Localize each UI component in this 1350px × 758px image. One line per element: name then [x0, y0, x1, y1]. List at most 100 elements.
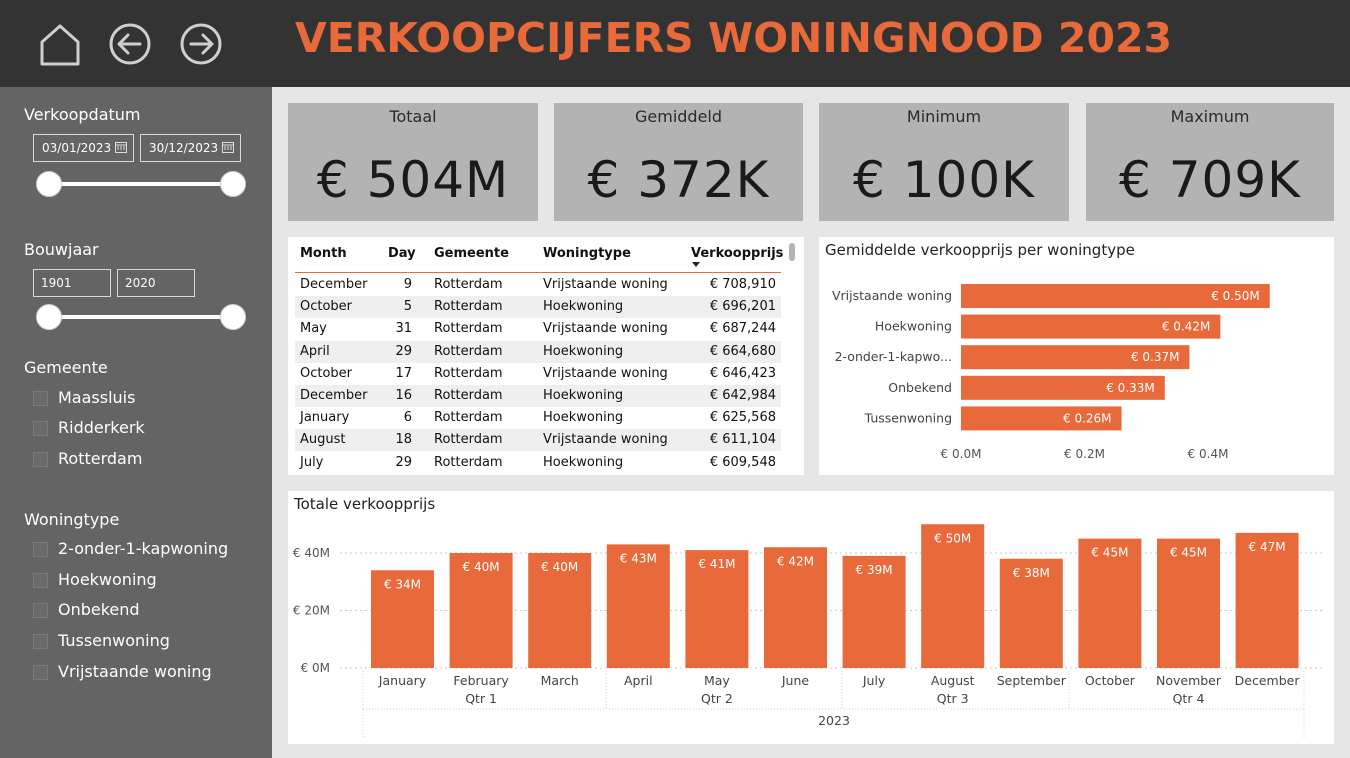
bar[interactable]: [606, 544, 670, 668]
table-row[interactable]: January 6 Rotterdam Hoekwoning € 625,568: [295, 407, 781, 429]
bar[interactable]: [764, 547, 827, 668]
cell-verkoopprijs: € 609,548: [709, 454, 776, 470]
end-date-value: 30/12/2023: [149, 141, 219, 155]
kpi-card-minimum: Minimum € 100K: [819, 103, 1069, 221]
cell-woningtype: Hoekwoning: [543, 454, 624, 470]
x-tick-label: € 0.4M: [1188, 447, 1229, 461]
cell-woningtype: Vrijstaande woning: [543, 432, 668, 448]
verkoopdatum-label: Verkoopdatum: [24, 105, 141, 124]
header-divider: [295, 272, 781, 273]
month-label: July: [862, 673, 886, 688]
bar-data-label: € 0.50M: [1211, 289, 1260, 303]
table-row[interactable]: April 29 Rotterdam Hoekwoning € 664,680: [295, 340, 781, 363]
end-date-input[interactable]: 30/12/2023: [140, 134, 241, 162]
bar-data-label: € 42M: [777, 554, 814, 568]
bar[interactable]: [961, 406, 1122, 431]
bar[interactable]: [961, 314, 1221, 339]
start-date-input[interactable]: 03/01/2023: [33, 134, 134, 162]
table-row[interactable]: October 17 Rotterdam Vrijstaande woning € 64…: [295, 363, 781, 385]
table-row[interactable]: December 16 Rotterdam Hoekwoning € 642,984: [295, 385, 781, 407]
cell-month: May: [300, 321, 327, 337]
bar[interactable]: [371, 570, 434, 668]
category-label: 2-onder-1-kapwo...: [835, 349, 952, 364]
bar[interactable]: [842, 555, 906, 668]
column-header-day[interactable]: Day: [388, 246, 416, 261]
checkbox[interactable]: [33, 573, 48, 588]
table-scrollbar[interactable]: [789, 243, 795, 261]
bar[interactable]: [961, 375, 1165, 400]
bouwjaar-slider-end-handle[interactable]: [220, 304, 246, 330]
cell-woningtype: Vrijstaande woning: [543, 365, 668, 381]
checkbox[interactable]: [33, 421, 48, 436]
bar[interactable]: [1078, 538, 1142, 668]
bouwjaar-slider-start-handle[interactable]: [36, 304, 62, 330]
cell-woningtype: Vrijstaande woning: [543, 277, 668, 292]
bar[interactable]: [449, 553, 513, 668]
bar-data-label: € 40M: [463, 560, 500, 574]
bar-data-label: € 0.26M: [1063, 411, 1112, 425]
bar-data-label: € 45M: [1091, 546, 1128, 560]
forward-icon[interactable]: [179, 22, 223, 66]
table-row[interactable]: August 18 Rotterdam Vrijstaande woning € 611…: [295, 429, 781, 452]
column-header-month[interactable]: Month: [300, 246, 347, 261]
bouwjaar-end-input[interactable]: 2020: [117, 269, 195, 297]
cell-verkoopprijs: € 646,423: [709, 365, 776, 381]
checkbox[interactable]: [33, 603, 48, 618]
home-icon[interactable]: [38, 22, 82, 66]
calendar-icon[interactable]: [115, 141, 127, 153]
bar[interactable]: [999, 558, 1063, 668]
bar[interactable]: [528, 553, 592, 668]
column-header-gemeente[interactable]: Gemeente: [434, 246, 509, 261]
back-icon[interactable]: [108, 22, 152, 66]
calendar-icon[interactable]: [222, 141, 234, 153]
table-row[interactable]: July 29 Rotterdam Hoekwoning € 609,548: [295, 452, 781, 474]
checkbox[interactable]: [33, 542, 48, 557]
bar-data-label: € 34M: [384, 577, 421, 591]
bar-data-label: € 0.33M: [1106, 381, 1155, 395]
month-label: November: [1156, 673, 1222, 688]
date-slider-end-handle[interactable]: [220, 171, 246, 197]
bar-data-label: € 50M: [934, 531, 971, 545]
bouwjaar-start-input[interactable]: 1901: [33, 269, 111, 297]
date-slider-track[interactable]: [48, 182, 234, 186]
bar[interactable]: [961, 345, 1190, 370]
checkbox[interactable]: [33, 391, 48, 406]
bar[interactable]: [685, 550, 749, 668]
gemeente-label: Gemeente: [24, 358, 108, 377]
bar-data-label: € 39M: [856, 563, 893, 577]
month-label: August: [931, 673, 975, 688]
column-header-woningtype[interactable]: Woningtype: [543, 246, 631, 261]
sales-table: Month Day Gemeente Woningtype Verkooppri…: [288, 237, 804, 475]
bar[interactable]: [921, 524, 985, 668]
year-label: 2023: [818, 713, 850, 728]
woningtype-option-label: 2-onder-1-kapwoning: [58, 539, 229, 558]
kpi-card-totaal: Totaal € 504M: [288, 103, 538, 221]
gemeente-option-label: Maassluis: [58, 388, 136, 407]
table-row[interactable]: December 9 Rotterdam Vrijstaande woning € 70…: [295, 274, 781, 296]
page-title: VERKOOPCIJFERS WONINGNOOD 2023: [295, 14, 1173, 62]
date-slider-start-handle[interactable]: [36, 171, 62, 197]
kpi-value: € 504M: [316, 151, 510, 209]
header: VERKOOPCIJFERS WONINGNOOD 2023: [0, 0, 1350, 87]
y-tick-label: € 40M: [293, 546, 330, 560]
checkbox[interactable]: [33, 452, 48, 467]
sort-descending-icon[interactable]: [692, 262, 700, 267]
bar[interactable]: [1235, 532, 1299, 668]
checkbox[interactable]: [33, 634, 48, 649]
woningtype-option-label: Tussenwoning: [58, 631, 170, 650]
table-row[interactable]: May 31 Rotterdam Vrijstaande woning € 687,24…: [295, 318, 781, 340]
table-row[interactable]: October 5 Rotterdam Hoekwoning € 696,201: [295, 296, 781, 319]
checkbox[interactable]: [33, 665, 48, 680]
woningtype-option-label: Onbekend: [58, 600, 140, 619]
bouwjaar-slider-track[interactable]: [48, 315, 234, 319]
quarter-label: Qtr 1: [465, 691, 497, 706]
cell-woningtype: Hoekwoning: [543, 388, 624, 403]
kpi-label: Minimum: [906, 107, 982, 126]
bar[interactable]: [1157, 538, 1220, 668]
month-label: December: [1235, 673, 1301, 688]
chart-title: Totale verkoopprijs: [294, 495, 436, 513]
cell-woningtype: Hoekwoning: [543, 343, 624, 359]
bar[interactable]: [961, 284, 1270, 308]
woningtype-option-label: Hoekwoning: [58, 570, 157, 589]
column-header-verkoopprijs[interactable]: Verkoopprijs: [691, 246, 784, 261]
